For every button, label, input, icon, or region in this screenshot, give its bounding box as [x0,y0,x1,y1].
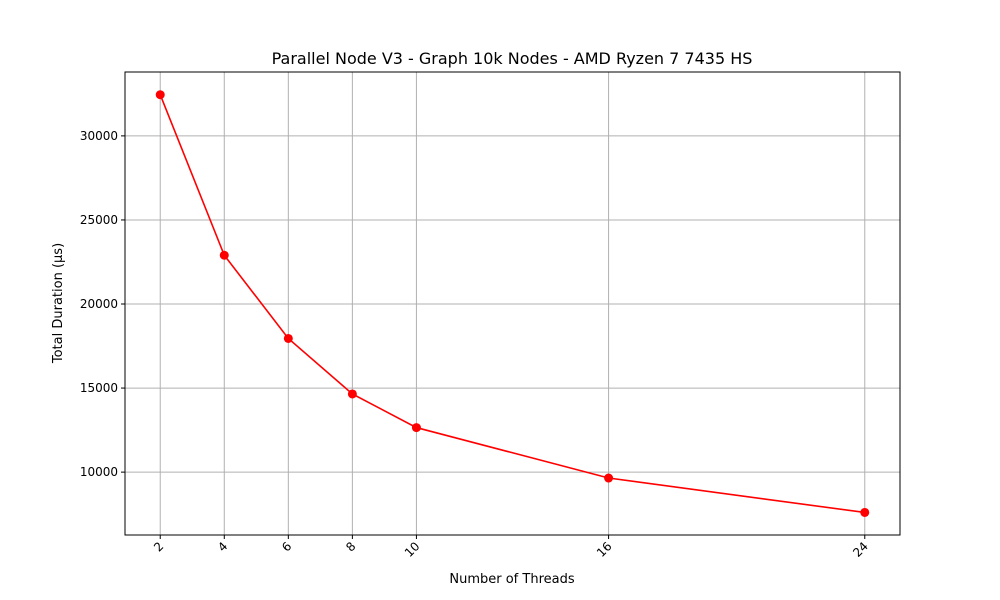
data-point [155,90,165,100]
x-axis-label: Number of Threads [449,572,574,587]
data-point [604,473,614,483]
y-tick-label: 30000 [80,129,118,143]
data-point [411,423,421,433]
y-axis: 10000 15000 20000 25000 30000 [80,129,125,479]
plot-frame [124,71,901,536]
y-tick-label: 10000 [80,465,118,479]
y-tick-label: 25000 [80,213,118,227]
data-point [283,333,293,343]
data-point [219,250,229,260]
grid [125,72,900,535]
data-point [347,389,357,399]
data-point [860,507,870,517]
y-tick-label: 15000 [80,381,118,395]
y-axis-label: Total Duration (µs) [51,243,66,364]
y-tick-label: 20000 [80,297,118,311]
chart-title: Parallel Node V3 - Graph 10k Nodes - AMD… [272,49,753,68]
series-line-group [155,90,870,517]
